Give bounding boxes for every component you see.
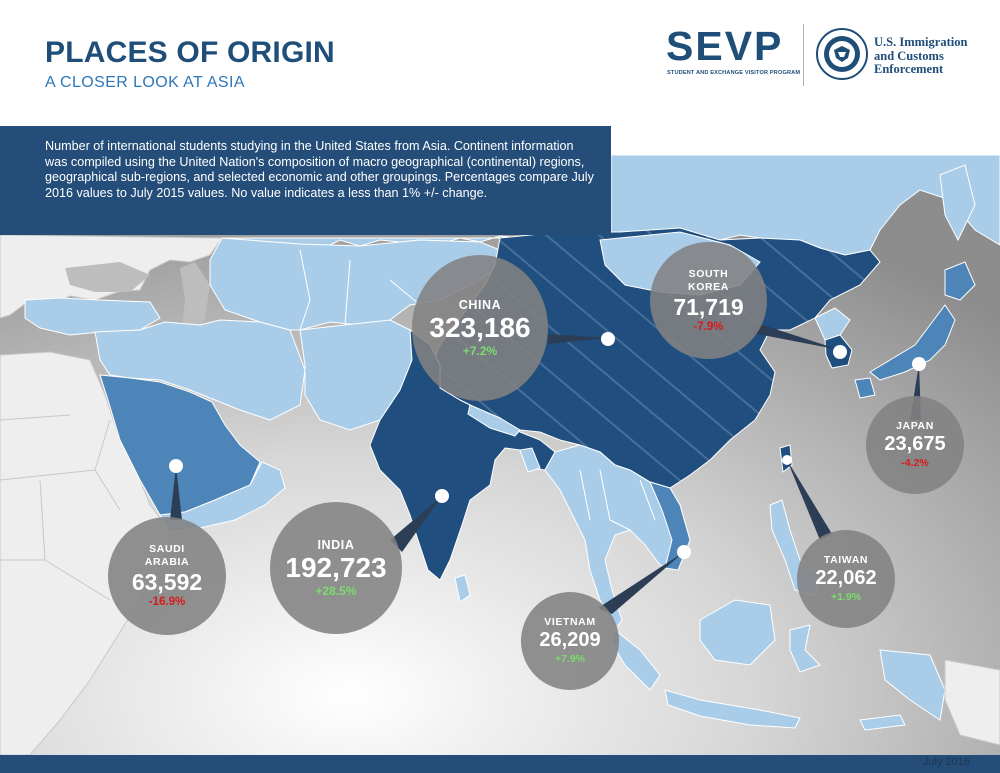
- page-title: PLACES OF ORIGIN: [45, 36, 335, 69]
- south-korea-name: SOUTH KOREA: [688, 267, 729, 293]
- page-subtitle: A CLOSER LOOK AT ASIA: [45, 74, 245, 91]
- map-region-timor: [859, 714, 906, 731]
- sevp-logo: SEVP: [666, 23, 784, 69]
- china-change: +7.2%: [462, 343, 498, 358]
- map-region-central-asia: [209, 237, 501, 331]
- map-region-borneo: [699, 599, 776, 666]
- bubble-india[interactable]: INDIA 192,723 +28.5%: [270, 502, 402, 634]
- map-caspian-sea: [180, 262, 210, 338]
- map-region-bangladesh: [519, 447, 541, 473]
- india-count: 192,723: [285, 551, 387, 583]
- vietnam-name: VIETNAM: [544, 616, 596, 628]
- map-region-nepal: [467, 404, 521, 437]
- agency-name: U.S. Immigration and Customs Enforcement: [874, 35, 968, 76]
- map-region-papua: [879, 649, 946, 721]
- map-black-sea: [65, 262, 150, 292]
- map-sea-borders: [579, 469, 656, 531]
- bubble-saudi-arabia[interactable]: SAUDI ARABIA 63,592 -16.9%: [108, 517, 226, 635]
- taiwan-change: +1.9%: [830, 591, 862, 603]
- footer-bar: [0, 755, 1000, 773]
- asia-map: [0, 155, 1000, 755]
- map-central-asia-borders: [299, 249, 421, 331]
- map-region-turkey: [24, 297, 161, 336]
- map-region-saudi-arabia: [99, 374, 261, 516]
- taiwan-name: TAIWAN: [823, 554, 869, 566]
- bubble-taiwan[interactable]: TAIWAN 22,062 +1.9%: [797, 530, 895, 628]
- intro-text: Number of international students studyin…: [45, 139, 594, 200]
- logo-block: SEVP STUDENT AND EXCHANGE VISITOR PROGRA…: [666, 22, 986, 88]
- saudi-arabia-name: SAUDI ARABIA: [144, 543, 190, 568]
- sevp-tagline: STUDENT AND EXCHANGE VISITOR PROGRAM: [667, 70, 801, 76]
- taiwan-count: 22,062: [815, 567, 877, 589]
- bubble-south-korea[interactable]: SOUTH KOREA 71,719 -7.9%: [650, 242, 767, 359]
- saudi-arabia-change: -16.9%: [148, 596, 186, 608]
- japan-count: 23,675: [884, 433, 946, 455]
- vietnam-count: 26,209: [539, 629, 601, 651]
- map-region-png: [944, 659, 1000, 746]
- dhs-seal-icon: [816, 28, 868, 80]
- japan-name: JAPAN: [896, 420, 934, 432]
- map-region-sri-lanka: [454, 574, 471, 603]
- map-region-sulawesi: [789, 624, 821, 673]
- map-region-kamchatka: [939, 164, 976, 242]
- south-korea-count: 71,719: [673, 293, 744, 320]
- logo-divider: [803, 24, 804, 86]
- intro-panel: Number of international students studyin…: [0, 126, 611, 235]
- china-count: 323,186: [429, 311, 531, 343]
- footer-date: July 2016: [922, 756, 970, 768]
- map-region-sumatra-java: [664, 689, 801, 729]
- japan-change: -4.2%: [901, 457, 929, 469]
- map-africa-borders: [0, 414, 121, 601]
- china-name: CHINA: [458, 297, 502, 312]
- map-region-japan: [854, 261, 976, 399]
- south-korea-change: -7.9%: [693, 320, 724, 333]
- india-name: INDIA: [317, 537, 355, 552]
- bubble-vietnam[interactable]: VIETNAM 26,209 +7.9%: [521, 592, 619, 690]
- india-change: +28.5%: [315, 583, 357, 598]
- bubble-china[interactable]: CHINA 323,186 +7.2%: [412, 255, 548, 401]
- vietnam-change: +7.9%: [554, 653, 586, 665]
- saudi-arabia-count: 63,592: [131, 569, 203, 595]
- bubble-japan[interactable]: JAPAN 23,675 -4.2%: [866, 396, 964, 494]
